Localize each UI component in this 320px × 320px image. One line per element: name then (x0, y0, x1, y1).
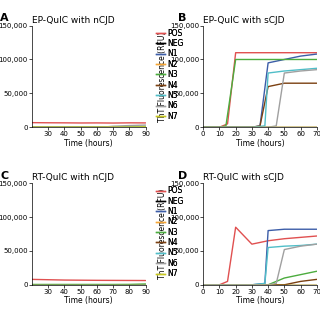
Text: RT-QuIC with sCJD: RT-QuIC with sCJD (203, 173, 284, 182)
Text: D: D (178, 171, 188, 181)
Text: RT-QuIC with nCJD: RT-QuIC with nCJD (32, 173, 114, 182)
Text: B: B (178, 13, 187, 23)
X-axis label: Time (hours): Time (hours) (236, 139, 284, 148)
X-axis label: Time (hours): Time (hours) (236, 296, 284, 305)
Text: C: C (0, 171, 8, 181)
Text: EP-QuIC with sCJD: EP-QuIC with sCJD (203, 16, 285, 25)
Text: EP-QuIC with nCJD: EP-QuIC with nCJD (32, 16, 115, 25)
Y-axis label: ThT Fluorescence (RFU): ThT Fluorescence (RFU) (158, 31, 167, 122)
Legend: POS, NEG, N1, N2, N3, N4, N5, N6, N7: POS, NEG, N1, N2, N3, N4, N5, N6, N7 (153, 183, 187, 281)
X-axis label: Time (hours): Time (hours) (65, 139, 113, 148)
Legend: POS, NEG, N1, N2, N3, N4, N5, N6, N7: POS, NEG, N1, N2, N3, N4, N5, N6, N7 (153, 26, 187, 124)
Text: A: A (0, 13, 9, 23)
Y-axis label: ThT Fluorescence (RFU): ThT Fluorescence (RFU) (158, 189, 167, 279)
X-axis label: Time (hours): Time (hours) (65, 296, 113, 305)
